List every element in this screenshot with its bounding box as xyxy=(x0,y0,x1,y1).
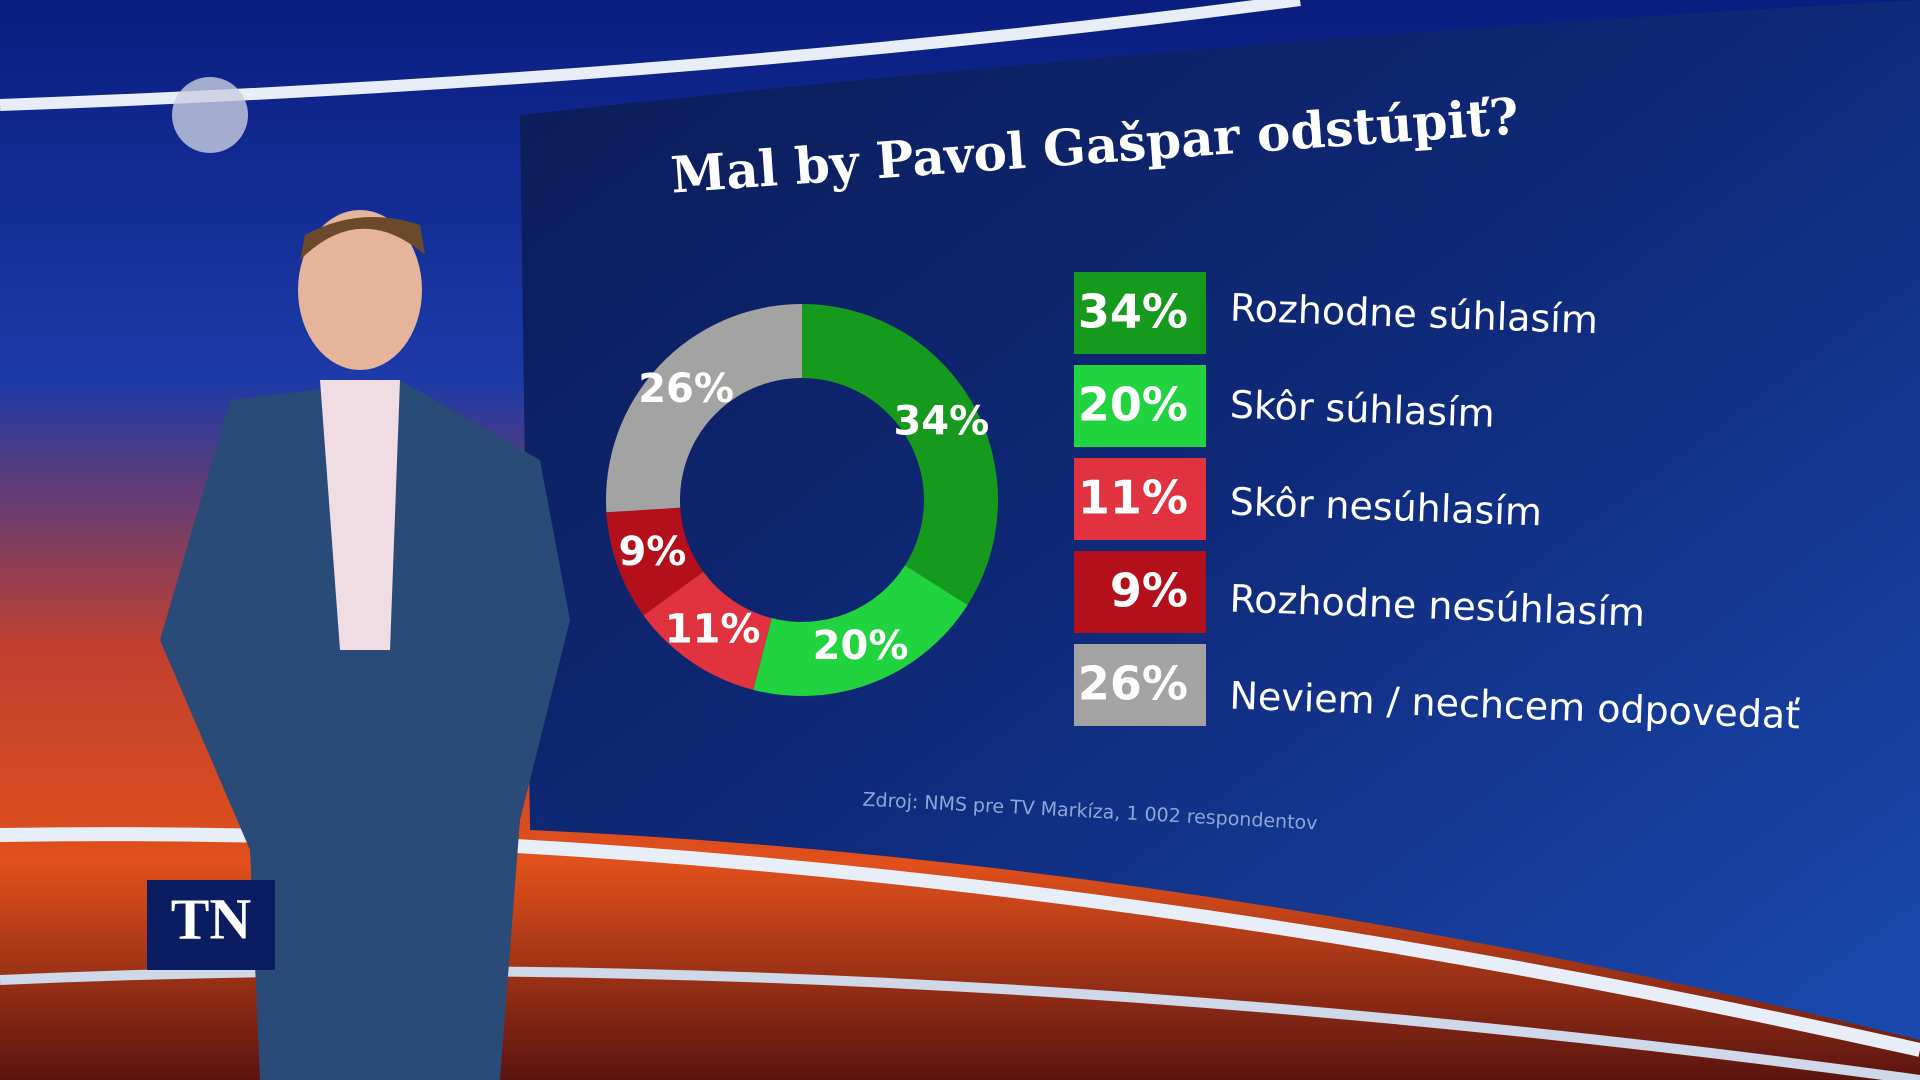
logo-box xyxy=(147,880,275,970)
screen-panel xyxy=(520,0,1920,1040)
legend-value: 34% xyxy=(1078,285,1188,339)
donut-slice xyxy=(606,507,704,616)
legend-value: 11% xyxy=(1078,471,1188,525)
donut-slice xyxy=(606,304,802,513)
legend-swatch xyxy=(1074,365,1206,447)
legend-swatch xyxy=(1074,644,1206,726)
legend-value: 26% xyxy=(1078,657,1188,711)
donut-slice xyxy=(753,565,968,696)
legend-label: Skôr nesúhlasím xyxy=(1229,480,1543,535)
slice-label: 9% xyxy=(618,529,686,575)
channel-logo xyxy=(172,77,248,153)
slice-label: 34% xyxy=(893,398,989,444)
slice-label: 26% xyxy=(638,366,734,412)
logo-text: TN xyxy=(171,886,252,951)
donut-slice xyxy=(643,571,772,690)
donut-slice xyxy=(802,304,998,606)
legend-swatch xyxy=(1074,272,1206,354)
legend-value: 20% xyxy=(1078,378,1188,432)
legend-swatch xyxy=(1074,551,1206,633)
legend-label: Skôr súhlasím xyxy=(1229,383,1495,436)
legend-value: 9% xyxy=(1110,564,1188,618)
legend-swatch xyxy=(1074,458,1206,540)
slice-label: 11% xyxy=(665,607,761,653)
slice-label: 20% xyxy=(813,623,909,669)
